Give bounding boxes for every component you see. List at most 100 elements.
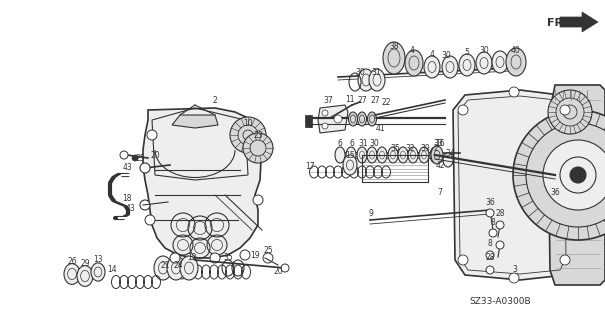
Text: 30: 30: [479, 45, 489, 54]
Ellipse shape: [459, 54, 475, 76]
Circle shape: [147, 130, 157, 140]
Circle shape: [230, 117, 266, 153]
Text: 19: 19: [250, 251, 260, 260]
Ellipse shape: [388, 147, 398, 163]
Text: 35: 35: [223, 253, 233, 262]
Ellipse shape: [443, 153, 453, 167]
Text: 11: 11: [345, 94, 355, 103]
Text: FR.: FR.: [547, 18, 567, 28]
Circle shape: [132, 155, 138, 161]
Text: 30: 30: [441, 51, 451, 60]
Ellipse shape: [506, 48, 526, 76]
Text: 25: 25: [135, 154, 145, 163]
Circle shape: [170, 253, 180, 263]
Polygon shape: [305, 115, 312, 127]
Text: 43: 43: [122, 163, 132, 172]
Circle shape: [253, 195, 263, 205]
Ellipse shape: [431, 146, 443, 164]
Text: 28: 28: [495, 209, 505, 218]
Text: 42: 42: [435, 161, 445, 170]
Text: 27: 27: [370, 95, 380, 105]
Circle shape: [334, 115, 342, 123]
Text: 37: 37: [323, 95, 333, 105]
Text: 38: 38: [389, 42, 399, 51]
Text: 4: 4: [430, 50, 434, 59]
Text: 39: 39: [420, 143, 430, 153]
Circle shape: [240, 250, 250, 260]
Circle shape: [210, 253, 220, 263]
Ellipse shape: [358, 112, 367, 126]
Ellipse shape: [180, 256, 198, 280]
Circle shape: [560, 105, 570, 115]
Text: 13: 13: [93, 255, 103, 265]
Ellipse shape: [408, 147, 418, 163]
Text: 41: 41: [375, 124, 385, 132]
Text: 36: 36: [550, 188, 560, 196]
Text: 31: 31: [358, 139, 368, 148]
Circle shape: [486, 266, 494, 274]
Text: 29: 29: [80, 259, 90, 268]
Text: 2: 2: [212, 95, 217, 105]
Ellipse shape: [358, 69, 374, 91]
Ellipse shape: [424, 56, 440, 78]
Circle shape: [140, 200, 150, 210]
Ellipse shape: [91, 263, 105, 281]
Circle shape: [496, 221, 504, 229]
Text: 34: 34: [445, 148, 455, 157]
Text: 8: 8: [491, 218, 495, 227]
Text: 8: 8: [488, 238, 492, 247]
Text: 24: 24: [173, 260, 183, 269]
Circle shape: [322, 110, 328, 116]
Polygon shape: [548, 85, 605, 285]
Text: 4: 4: [410, 45, 414, 54]
Ellipse shape: [64, 264, 80, 284]
Ellipse shape: [343, 155, 357, 175]
Circle shape: [486, 209, 494, 217]
Circle shape: [513, 110, 605, 240]
Polygon shape: [172, 115, 218, 128]
Circle shape: [140, 163, 150, 173]
Text: SZ33-A0300B: SZ33-A0300B: [469, 298, 531, 307]
Circle shape: [120, 151, 128, 159]
Ellipse shape: [77, 266, 93, 286]
Ellipse shape: [430, 147, 440, 163]
Text: 21: 21: [160, 260, 170, 269]
Circle shape: [509, 87, 519, 97]
Text: 31: 31: [371, 68, 381, 76]
Polygon shape: [143, 108, 262, 258]
Text: 5: 5: [465, 47, 469, 57]
Ellipse shape: [348, 112, 358, 126]
Text: 6: 6: [338, 139, 342, 148]
Circle shape: [281, 264, 289, 272]
Text: 28: 28: [485, 253, 495, 262]
Circle shape: [509, 273, 519, 283]
Polygon shape: [560, 12, 598, 32]
Ellipse shape: [383, 42, 405, 74]
Text: 36: 36: [485, 197, 495, 206]
Text: 20: 20: [273, 268, 283, 276]
Polygon shape: [318, 105, 348, 133]
Text: 3: 3: [512, 266, 517, 275]
Ellipse shape: [492, 51, 508, 73]
Text: 23: 23: [253, 131, 263, 140]
Text: 30: 30: [355, 68, 365, 76]
Polygon shape: [453, 90, 572, 280]
Ellipse shape: [346, 147, 356, 163]
Text: 18: 18: [122, 194, 132, 203]
Text: 12: 12: [188, 253, 197, 262]
Circle shape: [496, 241, 504, 249]
Ellipse shape: [377, 147, 387, 163]
Circle shape: [560, 255, 570, 265]
Circle shape: [263, 253, 273, 263]
Text: 17: 17: [305, 162, 315, 171]
Ellipse shape: [369, 69, 385, 91]
Circle shape: [489, 229, 497, 237]
Text: 2: 2: [434, 143, 439, 153]
Text: 33: 33: [433, 139, 443, 148]
Ellipse shape: [398, 147, 408, 163]
Circle shape: [458, 255, 468, 265]
Text: 30: 30: [369, 139, 379, 148]
Text: 1: 1: [307, 121, 312, 130]
Text: 25: 25: [263, 245, 273, 254]
Circle shape: [145, 215, 155, 225]
